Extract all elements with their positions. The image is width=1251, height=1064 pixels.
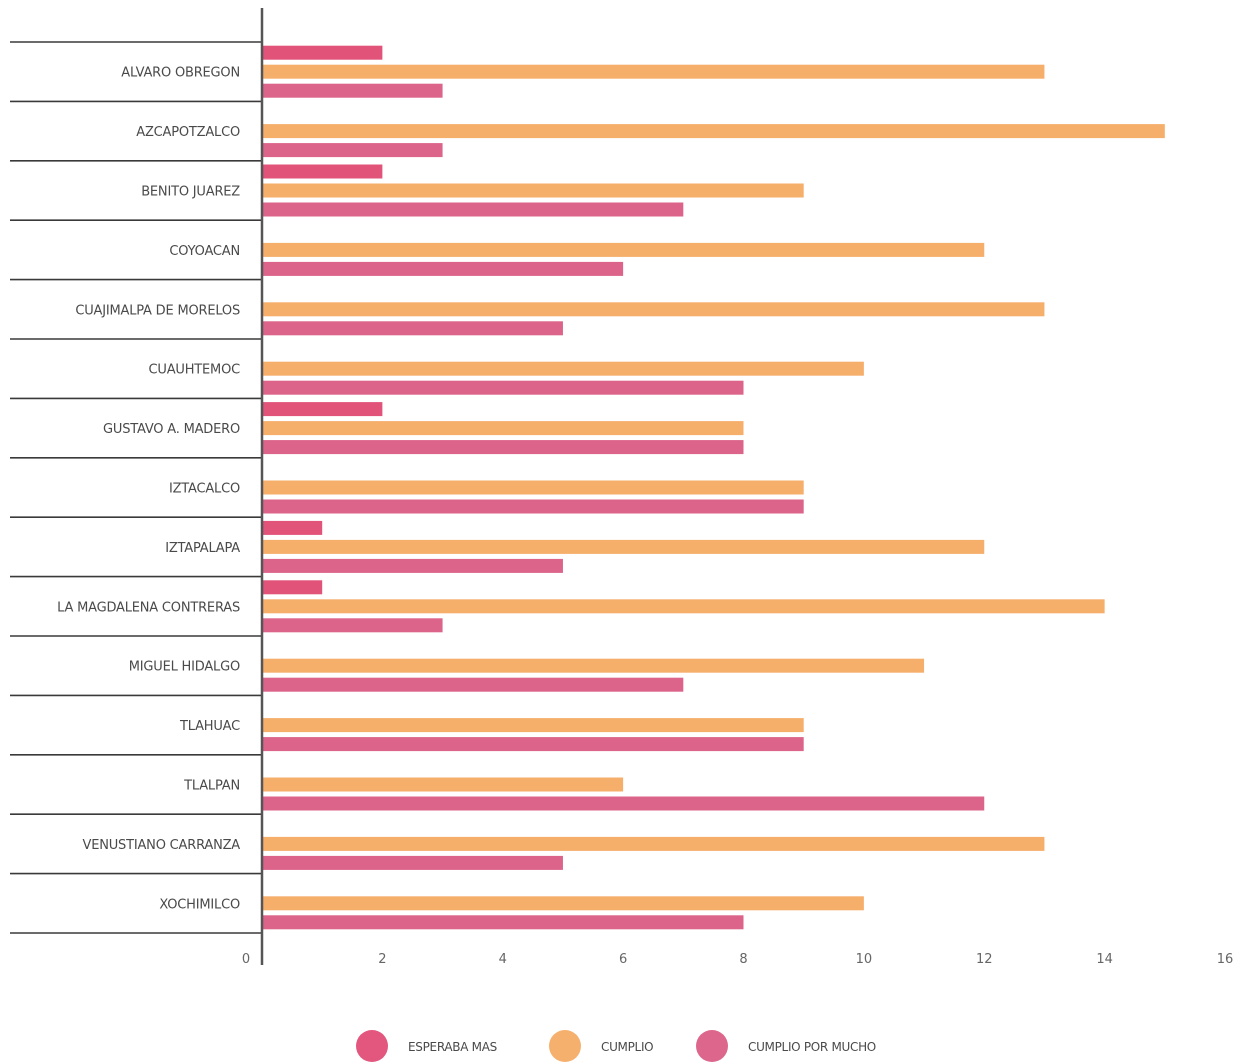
category-label-iztacalco: IZTACALCO (169, 482, 240, 497)
x-tick-label-4: 4 (499, 952, 507, 967)
category-label-tlalpan: TLALPAN (183, 779, 240, 794)
category-label-venustiano-carranza: VENUSTIANO CARRANZA (83, 838, 241, 853)
x-tick-label-10: 10 (856, 952, 873, 967)
bar-cumplio-por-mucho-azcapotzalco (263, 143, 443, 158)
legend-label-esperaba-mas: ESPERABA MAS (408, 1040, 497, 1054)
category-label-azcapotzalco: AZCAPOTZALCO (136, 125, 240, 140)
category-label-miguel-hidalgo: MIGUEL HIDALGO (129, 660, 240, 675)
bar-cumplio-la-magdalena-contreras (263, 599, 1105, 614)
bar-cumplio-azcapotzalco (263, 124, 1165, 139)
x-tick-label-16: 16 (1217, 952, 1234, 967)
bar-cumplio-por-mucho-benito-juarez (263, 202, 684, 217)
category-label-gustavo-a-madero: GUSTAVO A. MADERO (103, 422, 240, 437)
category-label-benito-juarez: BENITO JUAREZ (141, 185, 240, 200)
bar-esperaba-mas-iztapalapa (263, 520, 323, 535)
category-label-iztapalapa: IZTAPALAPA (165, 541, 240, 556)
x-tick-label-6: 6 (619, 952, 627, 967)
x-tick-label-14: 14 (1096, 952, 1113, 967)
bar-cumplio-por-mucho-venustiano-carranza (263, 855, 563, 870)
bar-cumplio-alvaro-obregon (263, 64, 1045, 79)
bar-cumplio-por-mucho-gustavo-a-madero (263, 440, 744, 455)
x-tick-label-2: 2 (378, 952, 386, 967)
bar-cumplio-gustavo-a-madero (263, 421, 744, 436)
bar-cumplio-por-mucho-alvaro-obregon (263, 83, 443, 98)
bar-cumplio-por-mucho-tlalpan (263, 796, 985, 811)
bar-cumplio-por-mucho-tlahuac (263, 737, 804, 752)
bar-cumplio-miguel-hidalgo (263, 658, 925, 673)
bar-cumplio-por-mucho-iztapalapa (263, 558, 563, 573)
bar-cumplio-tlahuac (263, 718, 804, 733)
x-tick-label-8: 8 (739, 952, 747, 967)
legend-label-cumplio: CUMPLIO (601, 1040, 653, 1054)
bar-esperaba-mas-benito-juarez (263, 164, 383, 179)
bar-cumplio-por-mucho-cuauhtemoc (263, 380, 744, 395)
bar-esperaba-mas-la-magdalena-contreras (263, 580, 323, 595)
category-label-tlahuac: TLAHUAC (179, 719, 240, 734)
bar-esperaba-mas-gustavo-a-madero (263, 402, 383, 417)
legend-swatch-esperaba-mas (356, 1030, 388, 1062)
bar-cumplio-xochimilco (263, 896, 864, 911)
bar-esperaba-mas-alvaro-obregon (263, 45, 383, 60)
bar-cumplio-venustiano-carranza (263, 836, 1045, 851)
bar-cumplio-cuajimalpa-de-morelos (263, 302, 1045, 317)
bar-cumplio-por-mucho-miguel-hidalgo (263, 677, 684, 692)
bar-cumplio-iztacalco (263, 480, 804, 495)
bar-cumplio-por-mucho-xochimilco (263, 915, 744, 930)
bar-cumplio-benito-juarez (263, 183, 804, 198)
legend-swatch-cumplio-por-mucho (696, 1030, 728, 1062)
bar-cumplio-iztapalapa (263, 539, 985, 554)
bar-cumplio-cuauhtemoc (263, 361, 864, 376)
bar-cumplio-por-mucho-cuajimalpa-de-morelos (263, 321, 563, 336)
category-label-coyoacan: COYOACAN (169, 244, 240, 259)
legend-swatch-cumplio (549, 1030, 581, 1062)
bar-cumplio-coyoacan (263, 242, 985, 257)
bar-cumplio-tlalpan (263, 777, 624, 792)
category-label-cuauhtemoc: CUAUHTEMOC (149, 363, 241, 378)
legend-label-cumplio-por-mucho: CUMPLIO POR MUCHO (748, 1040, 876, 1054)
category-label-alvaro-obregon: ALVARO OBREGON (121, 66, 240, 81)
bar-cumplio-por-mucho-iztacalco (263, 499, 804, 514)
category-label-cuajimalpa-de-morelos: CUAJIMALPA DE MORELOS (75, 303, 240, 318)
bar-cumplio-por-mucho-la-magdalena-contreras (263, 618, 443, 633)
category-label-xochimilco: XOCHIMILCO (159, 897, 240, 912)
bar-cumplio-por-mucho-coyoacan (263, 261, 624, 276)
category-label-la-magdalena-contreras: LA MAGDALENA CONTRERAS (57, 600, 240, 615)
x-tick-label-0: 0 (242, 952, 250, 967)
x-tick-label-12: 12 (976, 952, 993, 967)
